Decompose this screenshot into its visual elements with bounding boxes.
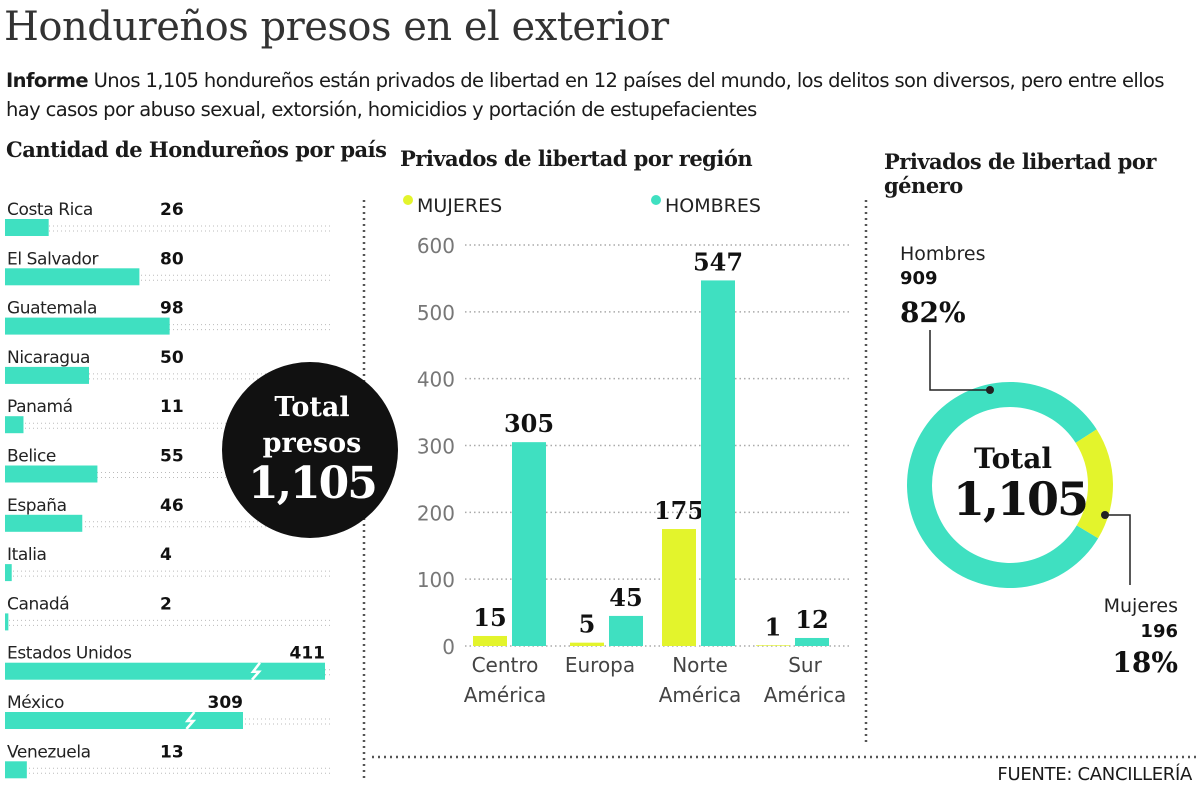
x-category-label: Europa (565, 653, 635, 677)
x-category-label: América (659, 683, 742, 707)
country-bar (5, 712, 243, 729)
y-tick-label: 200 (417, 501, 455, 525)
country-value: 80 (160, 249, 184, 269)
region-value-label: 175 (654, 496, 704, 525)
country-label: México (7, 693, 64, 713)
y-tick-label: 0 (442, 635, 455, 659)
region-bar-hombres (701, 280, 735, 646)
country-bar (5, 317, 170, 335)
region-chart-title: Privados de libertad por región (400, 146, 753, 171)
callout-line-mujeres (1105, 514, 1131, 585)
total-badge (222, 362, 398, 538)
country-label: Nicaragua (7, 348, 90, 368)
country-label: España (7, 496, 67, 516)
callout-dot (1101, 511, 1109, 519)
region-value-label: 45 (609, 583, 642, 612)
region-bar-mujeres (756, 645, 790, 646)
country-label: Belice (7, 447, 56, 467)
country-value: 50 (160, 348, 184, 368)
region-bar-hombres (795, 637, 829, 646)
region-value-label: 1 (765, 612, 782, 641)
y-tick-label: 100 (417, 568, 455, 592)
mujeres-value: 196 (1140, 621, 1178, 642)
country-label: Italia (7, 545, 47, 565)
region-bar-hombres (512, 442, 546, 646)
x-category-label: América (464, 683, 547, 707)
country-chart-title: Cantidad de Hondureños por país (6, 137, 387, 162)
axis-break-mark (250, 661, 262, 681)
donut-center-value: 1,105 (953, 472, 1087, 526)
legend-label-mujeres: MUJERES (417, 195, 502, 217)
region-bar-mujeres (473, 635, 507, 646)
country-label: Venezuela (7, 742, 91, 762)
country-label: Estados Unidos (7, 644, 132, 664)
intro-text: Informe Unos 1,105 hondureños están priv… (6, 66, 1200, 124)
country-bar (5, 219, 49, 236)
hombres-value: 909 (900, 268, 938, 289)
page-title: Hondureños presos en el exterior (4, 4, 669, 50)
country-value: 309 (208, 693, 244, 713)
country-bar (5, 366, 89, 384)
y-tick-label: 500 (417, 301, 455, 325)
country-bar (5, 268, 140, 286)
legend-swatch-hombres (651, 195, 661, 205)
legend-label-hombres: HOMBRES (665, 195, 761, 217)
total-badge-value: 1,105 (248, 458, 376, 509)
country-value: 411 (290, 644, 326, 664)
country-value: 4 (160, 545, 172, 565)
country-bar (5, 465, 98, 483)
country-label: El Salvador (7, 249, 98, 269)
mujeres-label: Mujeres (1104, 595, 1178, 617)
country-value: 26 (160, 200, 184, 220)
y-tick-label: 300 (417, 435, 455, 459)
region-value-label: 547 (693, 247, 743, 276)
country-value: 11 (160, 397, 184, 417)
region-value-label: 305 (504, 409, 554, 438)
donut-slice-mujeres (1075, 429, 1113, 539)
callout-dot (986, 386, 994, 394)
total-badge-line2: presos (263, 428, 362, 459)
y-tick-label: 400 (417, 368, 455, 392)
intro-lead: Informe (6, 69, 89, 92)
gender-chart-title: Privados de libertad por género (884, 149, 1156, 198)
country-value: 46 (160, 496, 184, 516)
country-bar (5, 514, 83, 532)
hombres-percent: 82% (900, 296, 966, 329)
country-value: 55 (160, 447, 184, 467)
legend-swatch-mujeres (403, 195, 413, 205)
country-bar (5, 662, 325, 680)
total-badge-line1: Total (274, 392, 349, 423)
y-tick-label: 600 (417, 234, 455, 258)
region-value-label: 12 (795, 605, 828, 634)
hombres-label: Hombres (900, 243, 985, 265)
region-value-label: 15 (473, 603, 506, 632)
country-label: Costa Rica (7, 200, 93, 220)
mujeres-percent: 18% (1112, 646, 1178, 679)
donut-center-line1: Total (974, 442, 1052, 475)
country-label: Canadá (7, 594, 69, 614)
country-bar (5, 613, 9, 631)
region-value-label: 5 (579, 610, 596, 639)
country-label: Guatemala (7, 299, 97, 319)
x-category-label: Sur (788, 653, 822, 677)
x-category-label: Norte (672, 653, 728, 677)
country-bar (5, 761, 27, 779)
country-bar (5, 416, 24, 434)
country-value: 13 (160, 742, 184, 762)
region-bar-mujeres (570, 642, 604, 646)
source-note: FUENTE: CANCILLERÍA (997, 764, 1192, 785)
region-bar-mujeres (662, 529, 696, 646)
country-value: 2 (160, 594, 172, 614)
x-category-label: América (764, 683, 847, 707)
intro-body: Unos 1,105 hondureños están privados de … (6, 69, 1165, 121)
country-label: Panamá (7, 397, 73, 417)
callout-line-hombres (929, 330, 990, 391)
country-value: 98 (160, 299, 184, 319)
x-category-label: Centro (472, 653, 539, 677)
country-bar (5, 564, 12, 582)
region-bar-hombres (609, 615, 643, 646)
axis-break-mark (184, 711, 197, 730)
